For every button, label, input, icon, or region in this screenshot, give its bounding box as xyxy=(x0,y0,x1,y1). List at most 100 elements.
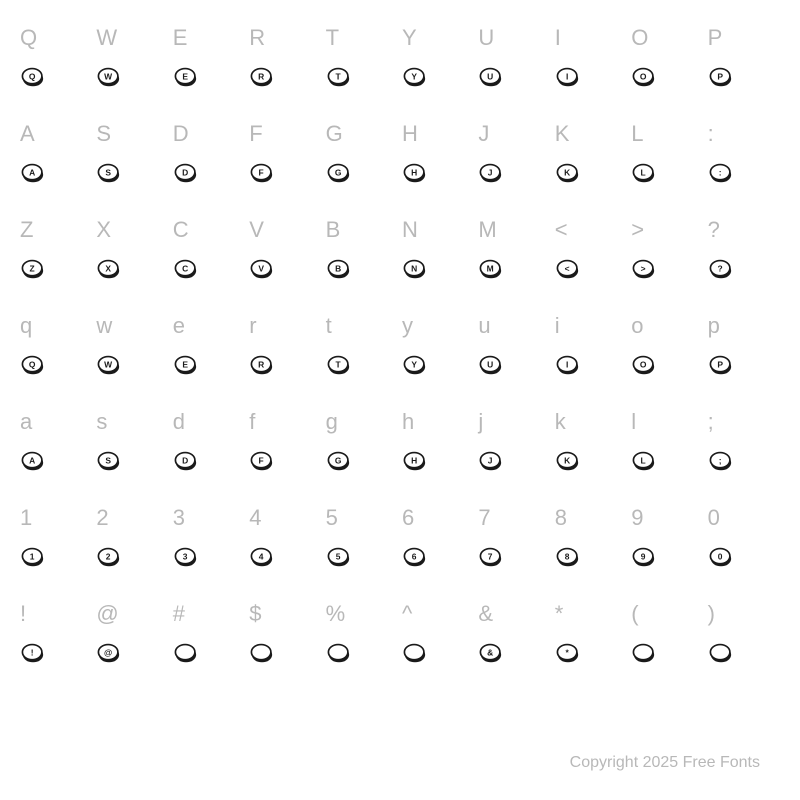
char-label: I xyxy=(553,20,561,56)
char-label: : xyxy=(706,116,714,152)
svg-text:<: < xyxy=(564,264,569,274)
charmap-cell: 8 8 xyxy=(553,500,629,596)
charmap-cell: U U xyxy=(476,20,552,116)
char-label: W xyxy=(94,20,117,56)
char-label: C xyxy=(171,212,189,248)
charmap-cell: O O xyxy=(629,20,705,116)
charmap-cell: f F xyxy=(247,404,323,500)
charmap-cell: s S xyxy=(94,404,170,500)
char-label: 4 xyxy=(247,500,261,536)
glyph-icon: < xyxy=(555,258,581,280)
charmap-cell: g G xyxy=(324,404,400,500)
char-label: h xyxy=(400,404,414,440)
charmap-cell: E E xyxy=(171,20,247,116)
charmap-cell: V V xyxy=(247,212,323,308)
glyph-icon: 6 xyxy=(402,546,428,568)
glyph-icon: ? xyxy=(708,258,734,280)
charmap-cell: > > xyxy=(629,212,705,308)
charmap-cell: K K xyxy=(553,116,629,212)
char-label: g xyxy=(324,404,338,440)
svg-text:M: M xyxy=(487,264,494,274)
glyph-icon: Q xyxy=(20,354,46,376)
char-label: ) xyxy=(706,596,715,632)
char-label: k xyxy=(553,404,566,440)
glyph-icon xyxy=(708,642,734,664)
svg-text:S: S xyxy=(106,456,112,466)
charmap-cell: M M xyxy=(476,212,552,308)
svg-text:S: S xyxy=(106,168,112,178)
glyph-icon: @ xyxy=(96,642,122,664)
glyph-icon: E xyxy=(173,354,199,376)
char-label: 6 xyxy=(400,500,414,536)
svg-text:L: L xyxy=(641,168,646,178)
svg-text:;: ; xyxy=(718,456,721,466)
char-label: t xyxy=(324,308,332,344)
charmap-cell: G G xyxy=(324,116,400,212)
charmap-cell: # xyxy=(171,596,247,692)
glyph-icon: T xyxy=(326,66,352,88)
glyph-icon: G xyxy=(326,162,352,184)
charmap-cell: H H xyxy=(400,116,476,212)
glyph-icon: S xyxy=(96,162,122,184)
charmap-cell: i I xyxy=(553,308,629,404)
svg-text:P: P xyxy=(717,72,723,82)
charmap-cell: R R xyxy=(247,20,323,116)
char-label: T xyxy=(324,20,339,56)
char-label: U xyxy=(476,20,494,56)
svg-text:V: V xyxy=(259,264,265,274)
char-label: * xyxy=(553,596,564,632)
glyph-icon: F xyxy=(249,450,275,472)
charmap-cell: k K xyxy=(553,404,629,500)
charmap-cell: y Y xyxy=(400,308,476,404)
charmap-cell: ^ xyxy=(400,596,476,692)
glyph-icon: D xyxy=(173,450,199,472)
glyph-icon: A xyxy=(20,162,46,184)
svg-text:Y: Y xyxy=(411,360,417,370)
svg-text:K: K xyxy=(564,456,571,466)
glyph-icon xyxy=(326,642,352,664)
charmap-cell: W W xyxy=(94,20,170,116)
charmap-cell: 9 9 xyxy=(629,500,705,596)
svg-text:Q: Q xyxy=(29,360,36,370)
svg-text:T: T xyxy=(335,72,341,82)
charmap-cell: t T xyxy=(324,308,400,404)
svg-text:G: G xyxy=(334,168,341,178)
char-label: 8 xyxy=(553,500,567,536)
copyright-text: Copyright 2025 Free Fonts xyxy=(570,754,760,772)
charmap-cell: w W xyxy=(94,308,170,404)
svg-text:9: 9 xyxy=(641,552,646,562)
glyph-icon: 9 xyxy=(631,546,657,568)
glyph-icon xyxy=(173,642,199,664)
svg-text:R: R xyxy=(258,72,264,82)
char-label: ; xyxy=(706,404,714,440)
char-label: X xyxy=(94,212,111,248)
glyph-icon: Q xyxy=(20,66,46,88)
charmap-cell: ) xyxy=(706,596,782,692)
glyph-icon: 1 xyxy=(20,546,46,568)
svg-text:!: ! xyxy=(31,648,34,658)
char-label: ( xyxy=(629,596,638,632)
charmap-cell: L L xyxy=(629,116,705,212)
svg-text:7: 7 xyxy=(488,552,493,562)
charmap-cell: Y Y xyxy=(400,20,476,116)
char-label: $ xyxy=(247,596,261,632)
char-label: ^ xyxy=(400,596,412,632)
glyph-icon: 2 xyxy=(96,546,122,568)
char-label: 3 xyxy=(171,500,185,536)
svg-text:?: ? xyxy=(717,264,722,274)
glyph-icon: K xyxy=(555,162,581,184)
glyph-icon: C xyxy=(173,258,199,280)
charmap-cell: r R xyxy=(247,308,323,404)
char-label: & xyxy=(476,596,493,632)
glyph-icon: P xyxy=(708,354,734,376)
svg-text:6: 6 xyxy=(412,552,417,562)
glyph-icon: 0 xyxy=(708,546,734,568)
charmap-cell: N N xyxy=(400,212,476,308)
charmap-cell: u U xyxy=(476,308,552,404)
charmap-cell: D D xyxy=(171,116,247,212)
svg-text:J: J xyxy=(488,168,493,178)
svg-text:E: E xyxy=(182,360,188,370)
char-label: # xyxy=(171,596,185,632)
charmap-cell: 7 7 xyxy=(476,500,552,596)
char-label: M xyxy=(476,212,496,248)
